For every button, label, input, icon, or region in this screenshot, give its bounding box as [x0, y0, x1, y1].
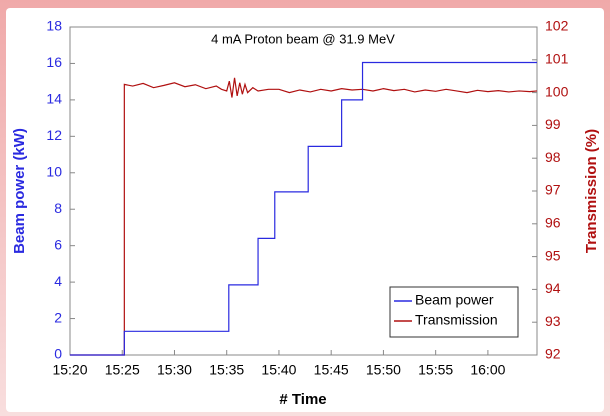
y2-tick-label: 94: [545, 280, 561, 296]
y2-tick-label: 102: [545, 18, 569, 34]
y2-tick-label: 93: [545, 313, 561, 329]
y-tick-label: 8: [54, 200, 62, 216]
y2-tick-label: 92: [545, 346, 561, 362]
x-axis-label: # Time: [279, 391, 326, 408]
y-tick-label: 12: [46, 127, 62, 143]
x-tick-label: 15:45: [314, 362, 349, 378]
y-tick-label: 2: [54, 309, 62, 325]
y2-tick-label: 95: [545, 247, 561, 263]
y-tick-label: 14: [46, 91, 62, 107]
y-axis-label: Beam power (kW): [11, 128, 28, 254]
y2-tick-label: 99: [545, 116, 561, 132]
y2-tick-label: 101: [545, 51, 569, 67]
y-tick-label: 6: [54, 236, 62, 252]
series-line: [70, 77, 538, 356]
y-tick-label: 4: [54, 273, 62, 289]
y2-tick-label: 96: [545, 215, 561, 231]
x-tick-label: 15:25: [105, 362, 140, 378]
chart-title: 4 mA Proton beam @ 31.9 MeV: [211, 31, 395, 46]
legend-box: [389, 286, 519, 338]
x-tick-label: 15:20: [52, 362, 87, 378]
series-line: [70, 61, 537, 356]
x-tick-label: 15:55: [418, 362, 453, 378]
x-tick-label: 15:35: [209, 362, 244, 378]
y-tick-label: 16: [46, 54, 62, 70]
x-tick-label: 15:30: [157, 362, 192, 378]
y-tick-label: 18: [46, 18, 62, 34]
x-tick-label: 15:50: [366, 362, 401, 378]
panel: [6, 8, 604, 412]
y2-tick-label: 97: [545, 182, 561, 198]
y-tick-label: 10: [46, 163, 62, 179]
x-tick-label: 15:40: [261, 362, 296, 378]
y2-tick-label: 98: [545, 149, 561, 165]
y-tick-label: 0: [54, 346, 62, 362]
legend-label: Beam power: [415, 292, 494, 308]
y2-axis-label: Transmission (%): [583, 129, 600, 253]
x-tick-label: 16:00: [470, 362, 505, 378]
legend-label: Transmission: [415, 312, 498, 328]
y2-tick-label: 100: [545, 83, 569, 99]
